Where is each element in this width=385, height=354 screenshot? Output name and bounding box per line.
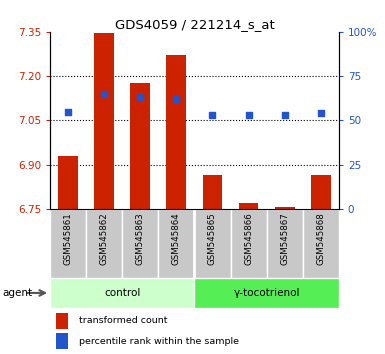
Bar: [275, 207, 295, 209]
Text: GSM545865: GSM545865: [208, 212, 217, 265]
Point: [281, 112, 288, 118]
Point: [246, 112, 252, 118]
Title: GDS4059 / 221214_s_at: GDS4059 / 221214_s_at: [115, 18, 274, 31]
Bar: [266, 209, 303, 278]
Bar: [158, 209, 194, 278]
Text: GSM545861: GSM545861: [64, 212, 73, 265]
Bar: [86, 209, 122, 278]
Bar: [50, 278, 194, 308]
Bar: [311, 175, 331, 209]
Text: γ-tocotrienol: γ-tocotrienol: [233, 288, 300, 298]
Text: GSM545867: GSM545867: [280, 212, 289, 265]
Text: GSM545863: GSM545863: [136, 212, 145, 265]
Bar: [231, 209, 266, 278]
Text: GSM545868: GSM545868: [316, 212, 325, 265]
Text: control: control: [104, 288, 141, 298]
Text: GSM545864: GSM545864: [172, 212, 181, 265]
Text: agent: agent: [2, 288, 32, 298]
Point: [101, 91, 107, 97]
Bar: [239, 203, 258, 209]
Point: [209, 112, 216, 118]
Bar: [166, 56, 186, 209]
Bar: [58, 156, 78, 209]
Bar: [194, 209, 231, 278]
Bar: [303, 209, 339, 278]
Bar: [131, 84, 150, 209]
Text: GSM545862: GSM545862: [100, 212, 109, 265]
Point: [65, 109, 71, 114]
Bar: [122, 209, 158, 278]
Bar: [56, 313, 68, 329]
Text: transformed count: transformed count: [79, 316, 167, 325]
Bar: [194, 278, 339, 308]
Bar: [50, 209, 86, 278]
Point: [318, 110, 324, 116]
Point: [173, 96, 179, 102]
Bar: [203, 175, 223, 209]
Text: GSM545866: GSM545866: [244, 212, 253, 265]
Bar: [94, 33, 114, 209]
Text: percentile rank within the sample: percentile rank within the sample: [79, 337, 239, 346]
Bar: [56, 333, 68, 349]
Point: [137, 95, 143, 100]
